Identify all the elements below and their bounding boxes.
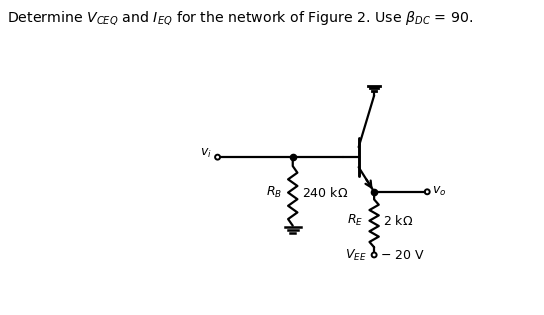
Text: $V_{EE}$: $V_{EE}$ [345, 248, 366, 263]
Text: 2 k$\Omega$: 2 k$\Omega$ [384, 214, 414, 228]
Text: $v_i$: $v_i$ [200, 147, 212, 160]
Text: $v_o$: $v_o$ [432, 185, 447, 198]
Text: 240 k$\Omega$: 240 k$\Omega$ [302, 186, 348, 200]
Text: $-$ 20 V: $-$ 20 V [380, 249, 425, 262]
Text: $R_E$: $R_E$ [347, 213, 363, 228]
Text: Determine $V_{CEQ}$ and $I_{EQ}$ for the network of Figure 2. Use $\beta_{DC}$ =: Determine $V_{CEQ}$ and $I_{EQ}$ for the… [7, 9, 473, 27]
Text: $R_B$: $R_B$ [266, 185, 282, 200]
